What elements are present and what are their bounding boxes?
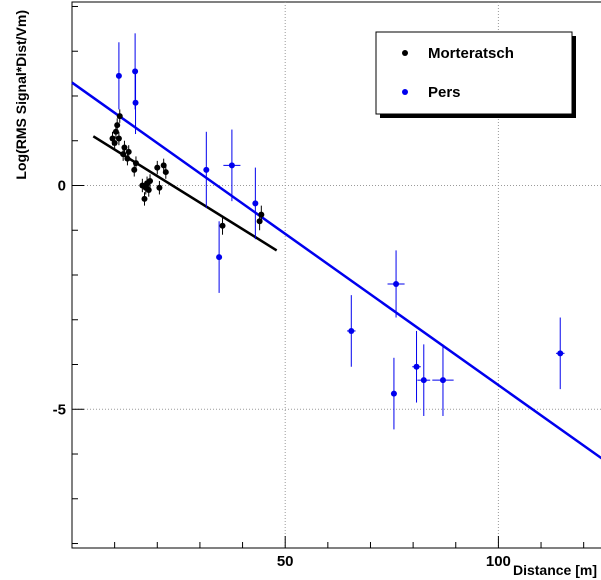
x-tick-label: 100 (486, 553, 511, 570)
data-point-morteratsch (258, 205, 265, 224)
data-point-pers (387, 250, 405, 318)
marker-morteratsch (141, 195, 148, 202)
data-point-morteratsch (145, 183, 152, 197)
marker-morteratsch (162, 169, 169, 176)
marker-morteratsch (115, 135, 122, 142)
data-point-morteratsch (147, 174, 154, 188)
marker-morteratsch (132, 160, 139, 167)
data-point-morteratsch (121, 140, 128, 155)
legend: Morteratsch Pers (375, 31, 576, 118)
marker-pers (115, 72, 122, 79)
marker-morteratsch (160, 162, 167, 169)
data-point-pers (390, 357, 397, 430)
marker-pers (390, 390, 397, 397)
data-point-pers (216, 221, 223, 293)
marker-morteratsch (121, 144, 128, 151)
marker-morteratsch (258, 211, 265, 218)
data-point-pers (115, 42, 122, 110)
legend-marker-morteratsch (402, 50, 408, 56)
x-axis-title: Distance [m] (513, 562, 597, 578)
data-point-morteratsch (160, 158, 167, 173)
data-point-pers (412, 330, 421, 403)
marker-pers (348, 327, 355, 334)
data-point-morteratsch (125, 145, 132, 159)
data-point-pers (555, 317, 565, 390)
marker-pers (420, 377, 427, 384)
marker-pers (413, 363, 420, 370)
legend-label-pers: Pers (428, 84, 461, 101)
legend-label-morteratsch: Morteratsch (428, 45, 514, 62)
marker-pers (557, 350, 564, 357)
data-point-morteratsch (219, 216, 226, 235)
marker-morteratsch (154, 164, 161, 171)
y-tick-label: -5 (53, 401, 66, 418)
data-points (109, 33, 565, 430)
data-point-pers (432, 344, 454, 416)
data-point-pers (252, 167, 259, 240)
data-point-morteratsch (114, 118, 121, 132)
data-point-pers (203, 131, 210, 208)
marker-morteratsch (219, 222, 226, 229)
marker-morteratsch (109, 135, 116, 142)
marker-pers (203, 166, 210, 173)
y-tick-label: 0 (58, 177, 66, 194)
axis-ticks: 50 100 0 -5 (53, 5, 585, 570)
data-point-morteratsch (116, 109, 123, 123)
data-point-pers (347, 295, 356, 367)
marker-pers (228, 162, 235, 169)
data-point-morteratsch (154, 160, 161, 175)
legend-marker-pers (402, 89, 408, 95)
marker-morteratsch (111, 139, 118, 146)
data-point-morteratsch (156, 181, 163, 195)
marker-morteratsch (112, 128, 119, 135)
x-tick-label: 50 (277, 553, 294, 570)
data-point-morteratsch (141, 192, 148, 206)
marker-pers (132, 99, 139, 106)
data-point-pers (223, 129, 241, 202)
data-point-morteratsch (111, 136, 118, 150)
marker-pers (393, 280, 400, 287)
legend-box (375, 31, 573, 115)
data-point-morteratsch (115, 131, 122, 146)
data-point-pers (132, 71, 139, 135)
marker-morteratsch (147, 178, 154, 185)
marker-morteratsch (124, 155, 131, 162)
marker-morteratsch (125, 148, 132, 155)
marker-pers (216, 254, 223, 261)
marker-pers (439, 377, 446, 384)
marker-morteratsch (156, 184, 163, 191)
data-point-pers (417, 344, 431, 416)
y-axis-title: Log(RMS Signal*Dist/Vm) (13, 10, 29, 180)
data-point-morteratsch (132, 156, 139, 170)
data-point-morteratsch (162, 165, 169, 179)
fit-line-pers (71, 81, 601, 460)
marker-pers (252, 200, 259, 207)
marker-morteratsch (114, 122, 121, 129)
marker-morteratsch (120, 151, 127, 158)
marker-morteratsch (145, 186, 152, 193)
marker-morteratsch (116, 113, 123, 120)
